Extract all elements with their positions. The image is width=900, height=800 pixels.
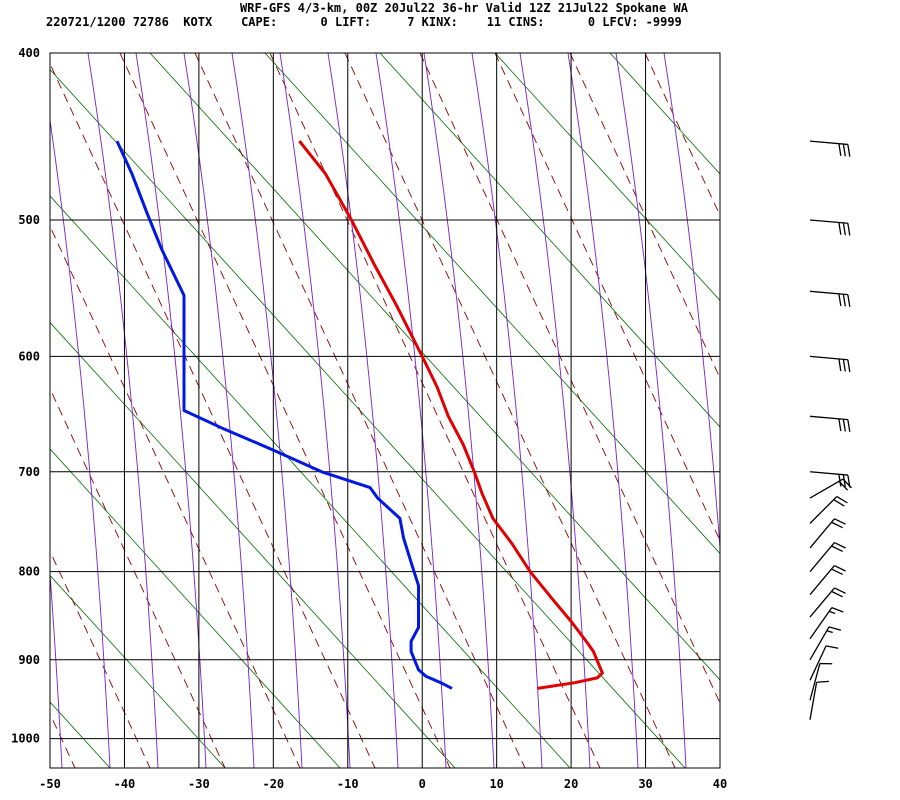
tick-labels: -50 -40 -30 -20 -10 0 10 20 30 40 400 500 600 700 800 9…	[11, 46, 727, 791]
plot-frame	[49, 52, 721, 769]
chart-title: WRF-GFS 4/3-km, 00Z 20Jul22 36-hr Valid …	[240, 1, 688, 15]
moist-adiabat	[231, 53, 303, 768]
moist-adiabat	[663, 53, 720, 554]
moist-adiabat	[375, 53, 447, 768]
mixing-ratio-line	[50, 448, 341, 768]
wind-barb	[809, 140, 851, 157]
mixing-ratio-line	[840, 53, 900, 768]
wind-barb	[809, 541, 846, 573]
x-tick-label: 0	[419, 777, 426, 791]
moist-adiabat	[423, 53, 495, 768]
wind-barb	[809, 415, 851, 432]
y-tick-label: 600	[18, 349, 40, 363]
dry-adiabat	[269, 53, 601, 768]
dry-adiabat	[644, 53, 720, 217]
mixing-ratio-line	[50, 701, 111, 768]
x-tick-label: 10	[489, 777, 503, 791]
dry-adiabat	[719, 53, 720, 55]
x-tick-label: -50	[39, 777, 61, 791]
wind-barb	[809, 645, 839, 681]
wind-barb	[809, 626, 842, 661]
x-tick-label: -20	[262, 777, 284, 791]
y-tick-label: 400	[18, 46, 40, 60]
mixing-ratio-line	[379, 53, 720, 428]
x-tick-label: -10	[337, 777, 359, 791]
wind-barb	[809, 680, 829, 720]
x-tick-label: 20	[564, 777, 578, 791]
moist-adiabat	[567, 53, 639, 768]
dry-adiabat	[50, 225, 301, 768]
x-tick-label: -30	[188, 777, 210, 791]
series-lines	[115, 140, 604, 690]
moist-adiabat	[279, 53, 351, 768]
mixing-ratio-line	[50, 195, 571, 768]
background-lines	[0, 53, 900, 768]
mixing-ratio-line	[50, 321, 456, 768]
wind-barb	[809, 518, 846, 549]
mixing-ratio-line	[264, 53, 720, 555]
y-tick-label: 700	[18, 465, 40, 479]
grid-lines	[50, 53, 720, 768]
wind-barbs	[809, 140, 852, 720]
dry-adiabat	[119, 53, 451, 768]
dewpoint-line	[115, 140, 453, 690]
temperature-line	[298, 140, 604, 690]
wind-barb	[809, 495, 848, 524]
mixing-ratio-line	[50, 574, 226, 768]
wind-barb	[809, 565, 846, 596]
y-tick-label: 900	[18, 653, 40, 667]
dry-adiabat	[795, 53, 900, 768]
moist-adiabat	[135, 53, 207, 768]
wind-barb	[809, 662, 833, 701]
dry-adiabat	[50, 62, 376, 768]
moist-adiabat	[50, 568, 63, 768]
wind-barb	[809, 219, 851, 236]
wind-barb	[809, 587, 846, 618]
y-tick-label: 1000	[11, 732, 40, 746]
sounding-indices: 220721/1200 72786 KOTX CAPE: 0 LIFT: 7 K…	[46, 15, 682, 29]
moist-adiabat	[183, 53, 255, 768]
moist-adiabat	[50, 117, 111, 768]
wind-barb	[809, 478, 852, 499]
dry-adiabat	[569, 53, 720, 380]
moist-adiabat	[0, 53, 14, 768]
y-tick-label: 800	[18, 565, 40, 579]
x-tick-label: -40	[114, 777, 136, 791]
moist-adiabat	[327, 53, 399, 768]
y-tick-label: 500	[18, 213, 40, 227]
moist-adiabat	[615, 53, 687, 768]
dry-adiabat	[344, 53, 676, 768]
x-tick-label: 40	[713, 777, 727, 791]
dry-adiabat	[419, 53, 720, 705]
wind-barb	[809, 290, 851, 307]
mixing-ratio-line	[149, 53, 720, 681]
dry-adiabat	[50, 387, 226, 768]
wind-barb	[809, 606, 844, 640]
mixing-ratio-line	[609, 53, 720, 175]
mixing-ratio-line	[494, 53, 720, 302]
moist-adiabat	[87, 53, 159, 768]
moist-adiabat	[471, 53, 543, 768]
dry-adiabat	[194, 53, 526, 768]
moist-adiabat	[519, 53, 591, 768]
wind-barb	[809, 355, 851, 373]
x-tick-label: 30	[638, 777, 652, 791]
mixing-ratio-line	[725, 53, 900, 768]
